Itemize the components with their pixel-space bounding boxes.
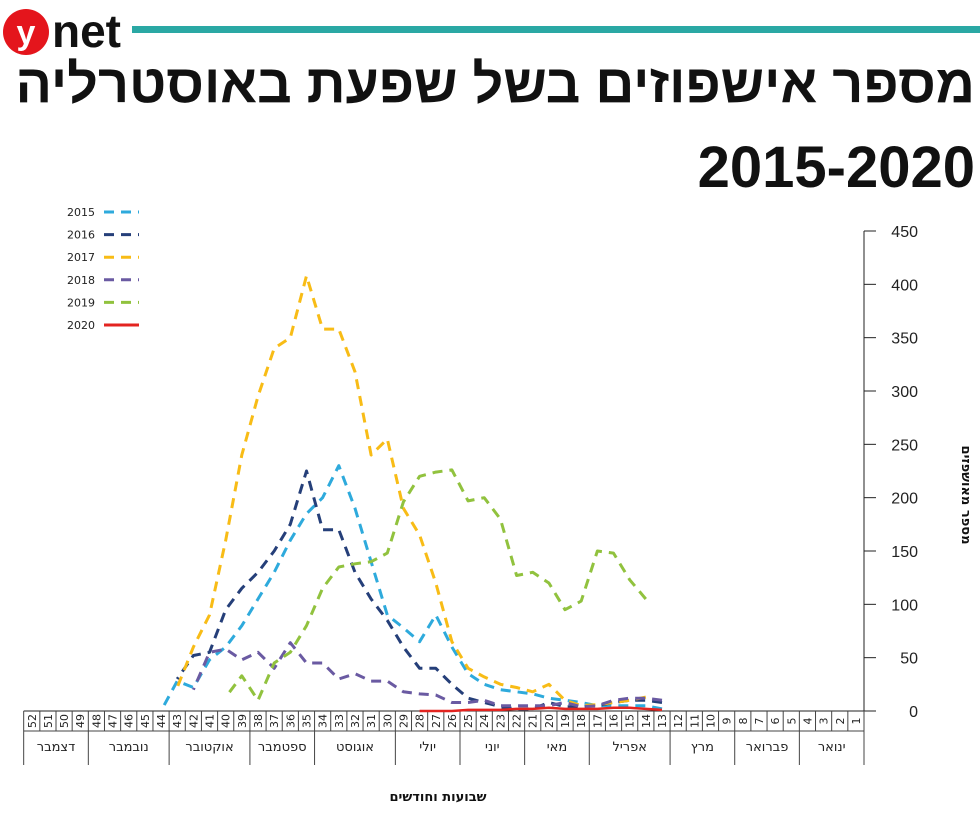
week-label-41: 41: [204, 714, 217, 728]
series-line-2019: [224, 468, 647, 702]
legend-group: 2015 2016 2017 2018 2019 2020: [67, 206, 139, 332]
week-label-43: 43: [171, 714, 184, 728]
week-label-50: 50: [58, 714, 71, 728]
y-tick-label-50: 50: [900, 651, 918, 668]
y-tick-label-450: 450: [891, 224, 918, 241]
y-tick-label-0: 0: [909, 704, 918, 721]
week-label-11: 11: [688, 714, 701, 728]
week-label-38: 38: [252, 714, 265, 728]
y-tick-label-100: 100: [891, 597, 918, 614]
month-label-2: מרץ: [691, 740, 714, 755]
week-label-33: 33: [333, 714, 346, 728]
week-label-42: 42: [187, 714, 200, 728]
page-title: מספר אישפוזים בשל שפעת באוסטרליה: [15, 54, 975, 114]
month-label-8: ספטמבר: [258, 740, 307, 755]
week-label-52: 52: [26, 714, 39, 728]
week-label-40: 40: [220, 714, 233, 728]
series-line-2017: [175, 274, 647, 708]
week-label-23: 23: [494, 714, 507, 728]
ynet-logo-y: y: [17, 14, 36, 52]
series-line-2020: [419, 706, 663, 713]
week-label-48: 48: [90, 714, 103, 728]
page-subtitle: 2015-2020: [698, 135, 975, 200]
week-label-27: 27: [430, 714, 443, 728]
month-label-10: נובמבר: [109, 740, 149, 755]
legend-label-2016: 2016: [67, 229, 95, 242]
week-label-21: 21: [527, 714, 540, 728]
week-label-16: 16: [608, 714, 621, 728]
week-label-49: 49: [74, 714, 87, 728]
month-label-4: מאי: [547, 740, 567, 755]
ynet-logo-circle: [3, 9, 49, 55]
week-label-22: 22: [511, 714, 524, 728]
week-label-25: 25: [462, 714, 475, 728]
week-label-2: 2: [834, 718, 847, 725]
month-label-6: יולי: [419, 740, 436, 755]
y-tick-label-250: 250: [891, 437, 918, 454]
week-label-34: 34: [317, 714, 330, 728]
week-label-36: 36: [284, 714, 297, 728]
series-group: [159, 274, 663, 713]
week-label-29: 29: [397, 714, 410, 728]
ynet-logo-net: net: [52, 5, 121, 57]
week-label-30: 30: [381, 714, 394, 728]
week-label-51: 51: [42, 714, 55, 728]
week-label-8: 8: [737, 718, 750, 725]
month-label-7: אוגוסט: [336, 740, 374, 755]
week-label-28: 28: [414, 714, 427, 728]
x-axis-label: שבועות וחודשים: [389, 790, 486, 805]
week-label-32: 32: [349, 714, 362, 728]
week-label-39: 39: [236, 714, 249, 728]
week-label-24: 24: [478, 714, 491, 728]
month-label-5: יוני: [485, 740, 500, 755]
month-label-0: ינואר: [818, 740, 846, 755]
week-label-4: 4: [801, 718, 814, 725]
legend-label-2015: 2015: [67, 206, 95, 219]
week-label-6: 6: [769, 718, 782, 725]
week-label-1: 1: [850, 718, 863, 725]
month-label-3: אפריל: [612, 740, 646, 755]
week-label-12: 12: [672, 714, 685, 728]
week-label-19: 19: [559, 714, 572, 728]
header-bar: [132, 26, 980, 33]
week-label-35: 35: [300, 714, 313, 728]
week-label-20: 20: [543, 714, 556, 728]
legend-label-2020: 2020: [67, 319, 95, 332]
week-label-45: 45: [139, 714, 152, 728]
week-label-10: 10: [704, 714, 717, 728]
legend-label-2019: 2019: [67, 296, 95, 309]
series-line-2015: [159, 464, 663, 712]
week-label-44: 44: [155, 714, 168, 728]
week-label-3: 3: [818, 718, 831, 725]
y-tick-label-400: 400: [891, 277, 918, 294]
week-label-18: 18: [575, 714, 588, 728]
month-label-9: אוקטובר: [185, 740, 233, 755]
week-label-37: 37: [268, 714, 281, 728]
week-label-9: 9: [721, 718, 734, 725]
series-line-2018: [192, 641, 663, 709]
week-label-5: 5: [785, 718, 798, 725]
series-line-2016: [175, 469, 663, 711]
week-label-26: 26: [446, 714, 459, 728]
week-label-13: 13: [656, 714, 669, 728]
legend-label-2017: 2017: [67, 251, 95, 264]
y-tick-label-350: 350: [891, 331, 918, 348]
axes-group: 0501001502002503003504004501234567891011…: [23, 224, 918, 765]
week-label-46: 46: [123, 714, 136, 728]
week-label-14: 14: [640, 714, 653, 728]
week-label-17: 17: [591, 714, 604, 728]
week-label-15: 15: [624, 714, 637, 728]
month-label-11: דצמבר: [37, 740, 76, 755]
week-label-7: 7: [753, 718, 766, 725]
y-tick-label-300: 300: [891, 384, 918, 401]
legend-label-2018: 2018: [67, 274, 95, 287]
y-tick-label-150: 150: [891, 544, 918, 561]
week-label-47: 47: [107, 714, 120, 728]
y-tick-label-200: 200: [891, 491, 918, 508]
week-label-31: 31: [365, 714, 378, 728]
y-axis-label: מספר מאושפזים: [958, 446, 973, 545]
month-label-1: פברואר: [746, 740, 789, 755]
